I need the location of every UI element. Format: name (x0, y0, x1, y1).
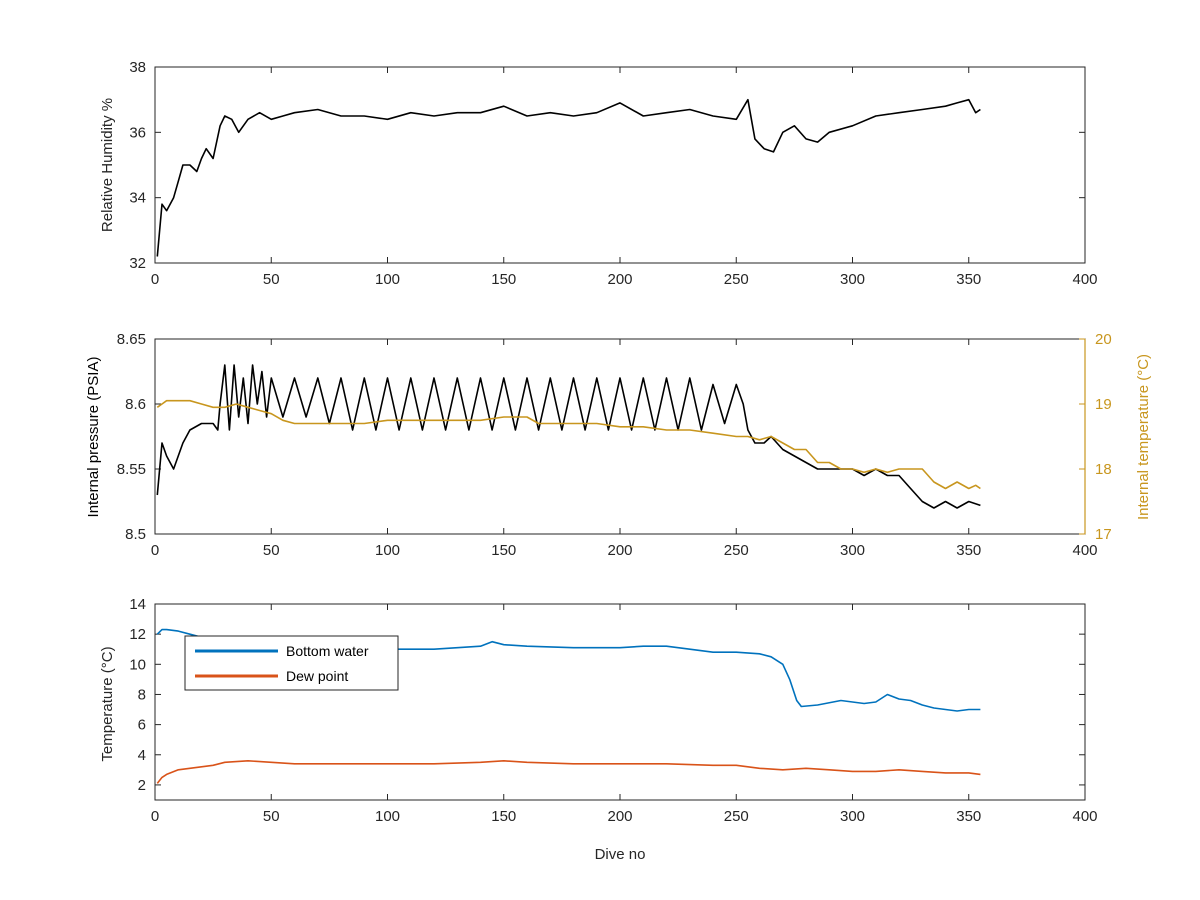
pressure-x-tick-label: 100 (375, 542, 400, 559)
temperature-x-tick-label: 0 (151, 808, 159, 825)
legend: Bottom water Dew point (184, 635, 399, 691)
pressure-x-tick-label: 200 (607, 542, 632, 559)
temperature-y-tick-label: 12 (129, 626, 146, 643)
pressure-right-y-tick-label: 17 (1095, 526, 1112, 543)
dew-point-line (156, 759, 981, 784)
pressure-x-tick-label: 400 (1072, 542, 1097, 559)
temperature-y-tick-label: 4 (138, 747, 146, 764)
legend-bottom-water-label: Bottom water (286, 643, 369, 659)
internal-temperature-line (156, 399, 981, 490)
humidity-y-tick-label: 32 (129, 255, 146, 272)
humidity-panel: Relative Humidity % 0 50 100 150 200 250 300 35… (99, 59, 1098, 288)
pressure-y-tick-label: 8.5 (125, 526, 146, 543)
humidity-x-tick-label: 400 (1072, 271, 1097, 288)
legend-box (184, 635, 399, 691)
humidity-line (156, 98, 981, 257)
temperature-x-tick-label: 250 (724, 808, 749, 825)
pressure-x-tick-label: 350 (956, 542, 981, 559)
humidity-x-tick-label: 300 (840, 271, 865, 288)
humidity-x-tick-label: 350 (956, 271, 981, 288)
temperature-y-axis-label: Temperature (°C) (99, 646, 116, 761)
temperature-x-tick-label: 300 (840, 808, 865, 825)
temperature-x-tick-label: 100 (375, 808, 400, 825)
pressure-right-y-tick-label: 19 (1095, 396, 1112, 413)
humidity-x-tick-label: 50 (263, 271, 280, 288)
temperature-y-tick-label: 6 (138, 717, 146, 734)
pressure-panel: Internal pressure (PSIA) Internal temper… (85, 331, 1152, 559)
pressure-y-axis-label: Internal pressure (PSIA) (85, 357, 102, 518)
humidity-x-tick-label: 150 (491, 271, 516, 288)
humidity-y-tick-label: 36 (129, 124, 146, 141)
temperature-y-tick-label: 14 (129, 596, 146, 613)
pressure-x-tick-label: 0 (151, 542, 159, 559)
pressure-right-y-tick-label: 18 (1095, 461, 1112, 478)
humidity-y-tick-label: 38 (129, 59, 146, 76)
pressure-x-tick-label: 250 (724, 542, 749, 559)
temperature-x-tick-label: 150 (491, 808, 516, 825)
temperature-x-tick-label: 400 (1072, 808, 1097, 825)
humidity-x-tick-label: 0 (151, 271, 159, 288)
pressure-y-tick-label: 8.6 (125, 396, 146, 413)
temperature-x-tick-label: 200 (607, 808, 632, 825)
dive-no-x-axis-label: Dive no (595, 846, 646, 863)
legend-dew-point-label: Dew point (286, 668, 348, 684)
humidity-x-tick-label: 100 (375, 271, 400, 288)
pressure-x-tick-label: 300 (840, 542, 865, 559)
temperature-x-tick-label: 350 (956, 808, 981, 825)
humidity-y-axis-label: Relative Humidity % (99, 98, 116, 232)
temperature-y-tick-label: 2 (138, 777, 146, 794)
humidity-y-tick-label: 34 (129, 190, 146, 207)
pressure-y-tick-label: 8.55 (117, 461, 146, 478)
pressure-x-tick-label: 150 (491, 542, 516, 559)
pressure-y-tick-label: 8.65 (117, 331, 146, 348)
temperature-y-tick-label: 8 (138, 686, 146, 703)
pressure-x-tick-label: 50 (263, 542, 280, 559)
humidity-x-tick-label: 250 (724, 271, 749, 288)
temperature-right-y-axis-label: Internal temperature (°C) (1135, 354, 1152, 520)
humidity-x-tick-label: 200 (607, 271, 632, 288)
temperature-y-tick-label: 10 (129, 656, 146, 673)
pressure-line (156, 364, 981, 509)
temperature-panel: Temperature (°C) Dive no 0 50 100 150 200 250… (99, 596, 1098, 863)
temperature-x-tick-label: 50 (263, 808, 280, 825)
pressure-right-y-tick-label: 20 (1095, 331, 1112, 348)
